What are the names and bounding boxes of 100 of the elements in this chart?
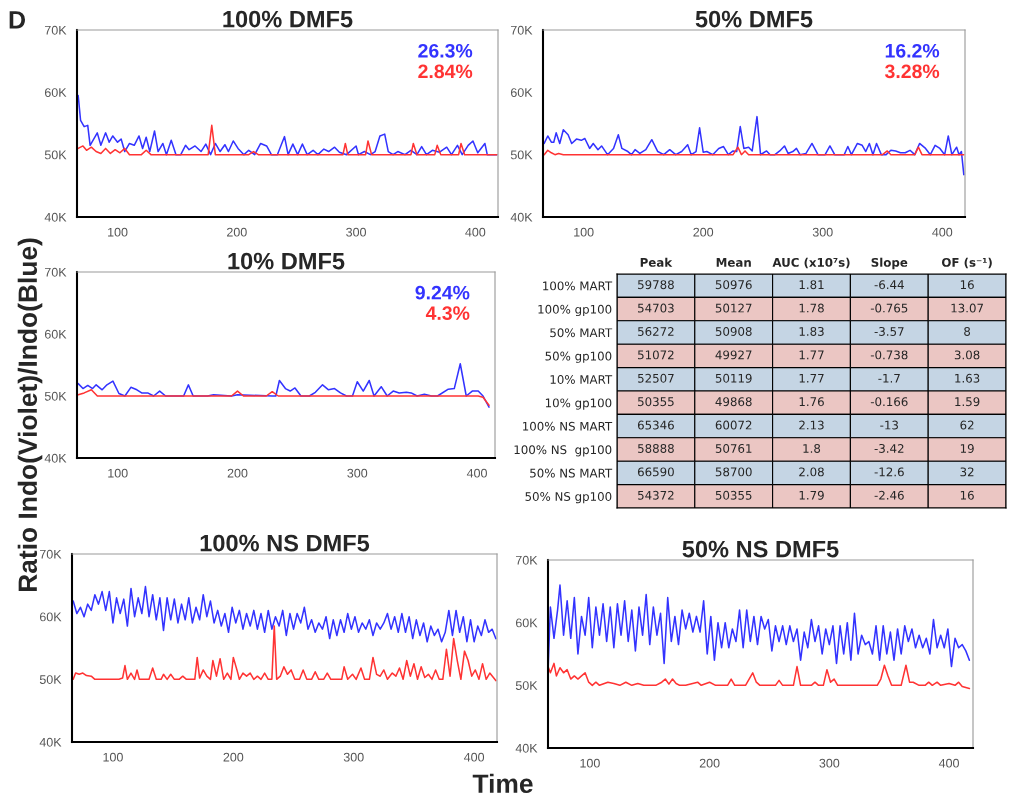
data-label: 50976 — [715, 280, 752, 290]
y-tick-label: 50K — [515, 681, 538, 690]
y-tick-label: 10% MART — [550, 375, 613, 384]
data-label: -0.765 — [870, 303, 908, 313]
data-label: 1.77 — [799, 373, 824, 383]
data-label: 60072 — [715, 420, 752, 430]
data-label: -3.42 — [874, 444, 904, 453]
data-label: 3.08 — [954, 350, 980, 360]
line-series — [77, 389, 490, 407]
data-label: 1.59 — [955, 397, 980, 407]
y-tick-label: 50% NS MART — [530, 468, 613, 478]
x-tick-label: 300 — [343, 752, 364, 762]
data-label: 50761 — [715, 444, 752, 453]
data-label: 50355 — [638, 397, 674, 407]
data-label: 54703 — [638, 303, 674, 313]
data-label: 19 — [960, 444, 974, 453]
x-tick-label: 400 — [466, 468, 487, 478]
x-axis-title: Time — [472, 773, 533, 794]
text: D — [9, 11, 25, 29]
data-label: 49868 — [715, 397, 752, 407]
annotation: 4.3% — [425, 306, 470, 321]
data-label: 1.81 — [799, 280, 824, 290]
y-tick-label: 50K — [510, 150, 533, 160]
data-label: -0.738 — [870, 350, 908, 360]
y-tick-label: 10% gp100 — [545, 398, 612, 410]
data-label: -2.46 — [874, 490, 904, 500]
x-tick-label: Slope — [871, 257, 908, 270]
y-tick-label: 70K — [510, 25, 533, 35]
x-tick-label: 400 — [932, 227, 953, 237]
line-series — [77, 124, 498, 156]
y-tick-label: 50% gp100 — [545, 351, 612, 363]
x-tick-label: 400 — [938, 758, 959, 768]
x-tick-label: 100 — [580, 758, 600, 768]
annotation: 26.3% — [418, 43, 473, 58]
x-tick-label: 200 — [227, 468, 248, 478]
annotation: 2.84% — [418, 64, 473, 79]
x-tick-label: 100 — [108, 468, 128, 478]
x-tick-label: 200 — [223, 752, 244, 762]
data-label: 1.63 — [955, 373, 980, 383]
data-label: -6.44 — [874, 280, 904, 290]
data-label: 1.78 — [799, 303, 824, 313]
y-tick-label: 60K — [44, 88, 67, 97]
y-tick-label: 100% MART — [543, 281, 613, 291]
y-tick-label: 40K — [44, 212, 67, 222]
data-label: 2.13 — [799, 420, 824, 430]
data-label: 52507 — [638, 373, 674, 383]
y-tick-label: 40K — [510, 212, 533, 222]
y-tick-label: 60K — [510, 88, 533, 97]
y-tick-label: 50K — [44, 150, 67, 160]
y-tick-label: 50% MART — [550, 328, 613, 338]
y-tick-label: 100% NS gp100 — [514, 445, 612, 457]
data-label: 62 — [960, 420, 974, 430]
x-tick-label: 200 — [227, 227, 247, 237]
data-label: 8 — [964, 327, 971, 336]
chart-title: 100% NS DMF5 — [200, 534, 370, 552]
y-tick-label: 40K — [515, 743, 538, 753]
data-label: 2.08 — [799, 467, 824, 477]
y-tick-label: 70K — [44, 25, 67, 35]
x-tick-label: 400 — [463, 752, 485, 762]
data-label: 66590 — [637, 467, 674, 477]
line-series — [72, 625, 497, 682]
x-tick-label: 400 — [465, 227, 486, 237]
y-tick-label: 50K — [44, 391, 67, 401]
data-label: 50127 — [715, 303, 752, 313]
y-tick-label: 70K — [515, 555, 538, 565]
x-tick-label: 300 — [819, 758, 840, 768]
line-series — [548, 662, 971, 690]
chart-title: 10% DMF5 — [228, 252, 345, 270]
x-tick-label: 100 — [108, 227, 128, 237]
data-label: -13 — [880, 420, 898, 430]
data-label: 50908 — [715, 327, 752, 336]
data-label: 13.07 — [951, 303, 983, 313]
x-tick-label: AUC (x10⁷s) — [772, 257, 850, 269]
x-tick-label: 200 — [699, 758, 720, 768]
data-label: 1.79 — [799, 490, 824, 500]
x-tick-label: 100 — [103, 752, 123, 762]
x-tick-label: 200 — [693, 227, 714, 237]
line-series — [543, 146, 965, 156]
data-label: 1.76 — [799, 397, 824, 407]
data-label: 58700 — [715, 467, 752, 477]
data-label: 58888 — [638, 444, 674, 453]
chart-title: 50% DMF5 — [695, 10, 813, 28]
x-tick-label: Mean — [716, 258, 751, 267]
x-tick-label: 300 — [812, 227, 833, 237]
data-label: 1.83 — [799, 327, 824, 336]
y-tick-label: 60K — [44, 329, 67, 339]
data-label: -1.7 — [878, 373, 900, 383]
x-tick-label: Peak — [640, 257, 673, 267]
data-label: 65346 — [637, 420, 674, 430]
annotation: 9.24% — [415, 285, 470, 300]
data-label: 16 — [960, 490, 974, 500]
data-label: 56272 — [638, 327, 674, 336]
line-series — [72, 585, 497, 643]
y-tick-label: 60K — [515, 618, 538, 628]
x-tick-label: 100 — [574, 227, 594, 237]
x-tick-label: 300 — [346, 227, 367, 237]
y-tick-label: 40K — [39, 737, 62, 747]
y-tick-label: 60K — [39, 612, 62, 622]
line-series — [543, 115, 965, 176]
annotation: 3.28% — [885, 64, 940, 79]
